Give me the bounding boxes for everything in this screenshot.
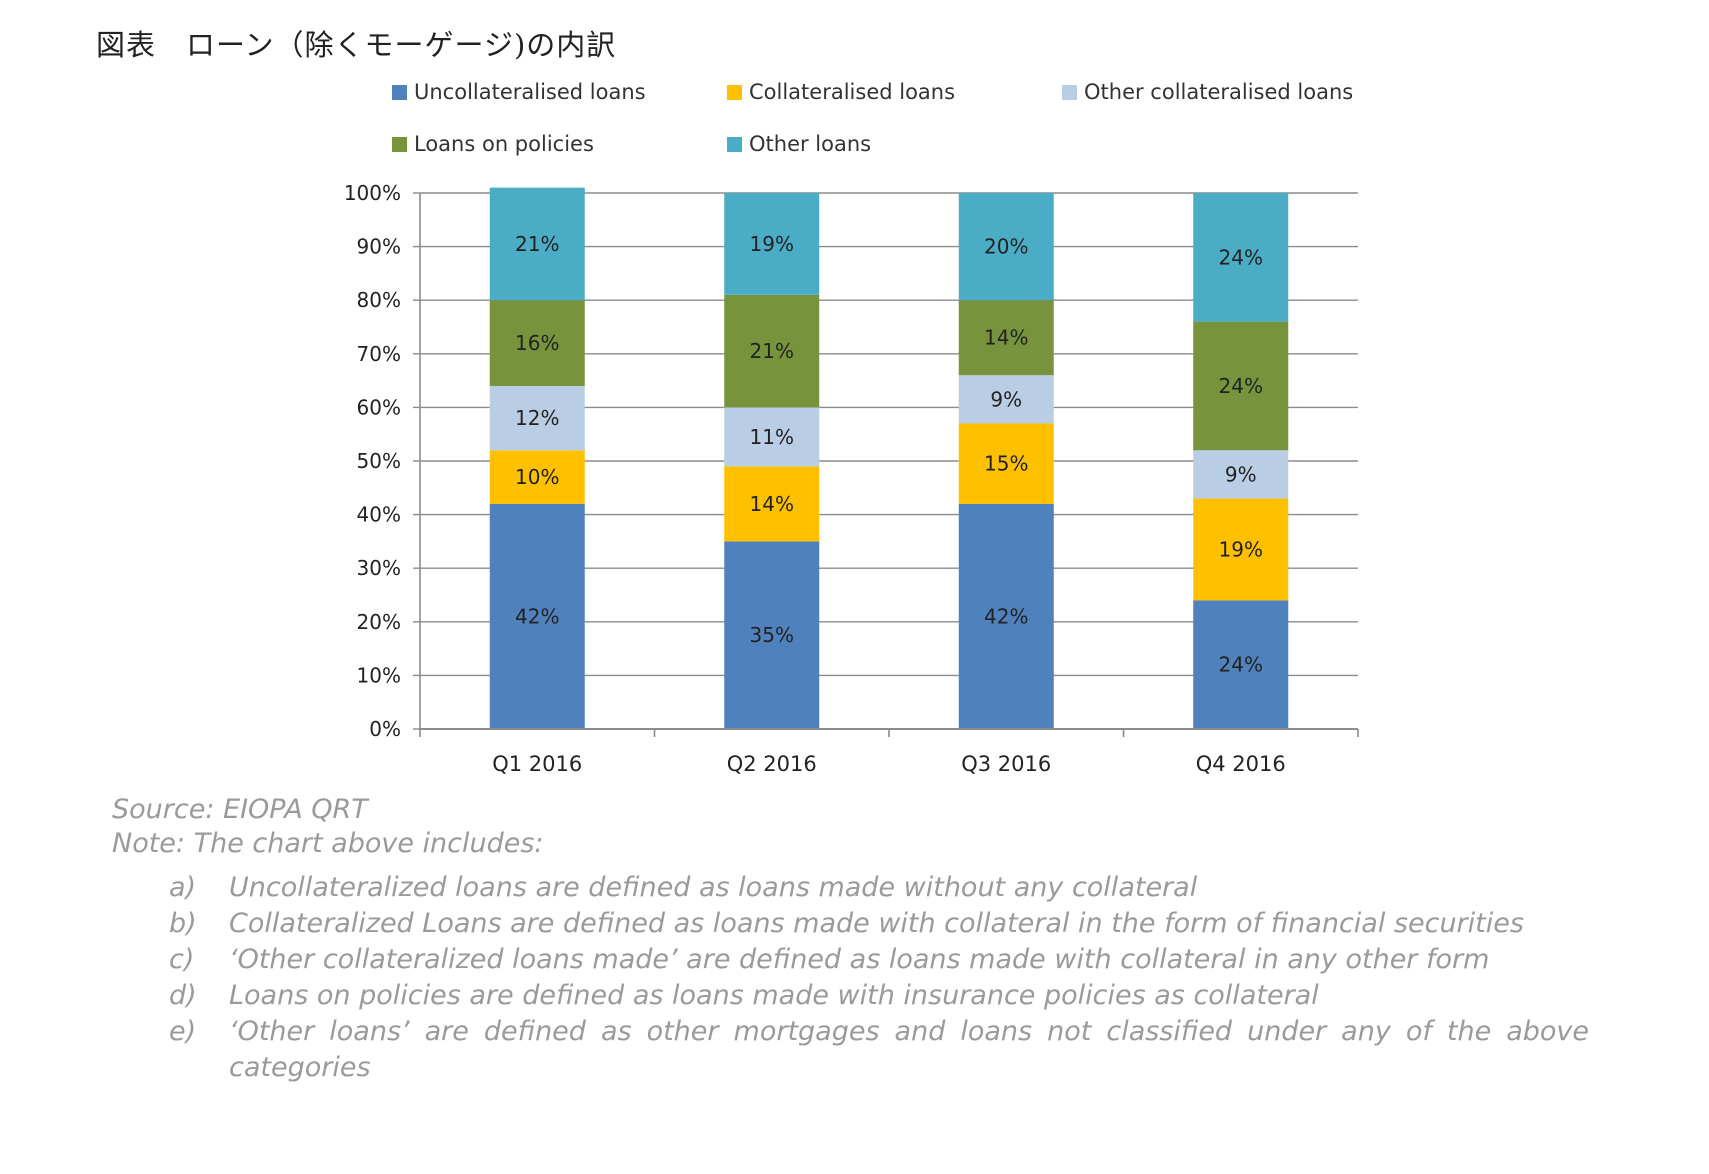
note-item: e) ‘Other loans’ are defined as other mo…	[169, 1014, 1589, 1086]
x-tick-label: Q1 2016	[492, 752, 582, 776]
bar-segment	[489, 450, 585, 504]
bar-segment	[489, 300, 585, 386]
legend-swatch	[392, 84, 407, 100]
y-tick-label: 50%	[357, 449, 401, 473]
bar-segment	[1193, 600, 1289, 729]
note-list: a) Uncollateralized loans are defined as…	[169, 870, 1589, 1086]
bar-segment	[489, 503, 585, 729]
legend-label: Loans on policies	[414, 132, 594, 156]
legend-item-loans-on-policies: Loans on policies	[392, 132, 594, 156]
legend-swatch	[1062, 84, 1077, 100]
note-text: Uncollateralized loans are defined as lo…	[229, 872, 1198, 903]
data-label: 24%	[1219, 653, 1263, 677]
note-heading: Note: The chart above includes:	[112, 828, 544, 859]
y-tick-label: 90%	[357, 235, 401, 259]
legend-label: Uncollateralised loans	[414, 80, 646, 104]
bar-segment	[958, 375, 1054, 424]
note-text: ‘Other loans’ are defined as other mortg…	[229, 1016, 1589, 1083]
data-label: 35%	[750, 623, 794, 647]
legend-item-collateralised: Collateralised loans	[727, 80, 955, 104]
legend-swatch	[727, 136, 742, 152]
legend-item-other-collateralised: Other collateralised loans	[1062, 80, 1353, 104]
y-tick-label: 70%	[357, 342, 401, 366]
legend-label: Collateralised loans	[749, 80, 956, 104]
legend-label: Other loans	[749, 132, 872, 156]
data-label: 16%	[515, 331, 559, 355]
note-item: b) Collateralized Loans are defined as l…	[169, 906, 1589, 942]
bar-segment	[958, 300, 1054, 376]
data-label: 14%	[750, 492, 794, 516]
bar-segment	[489, 187, 585, 301]
note-item: a) Uncollateralized loans are defined as…	[169, 870, 1589, 906]
y-tick-label: 60%	[357, 395, 401, 419]
data-label: 19%	[750, 232, 794, 256]
y-tick-label: 10%	[357, 663, 401, 687]
note-item: c) ‘Other collateralized loans made’ are…	[169, 942, 1589, 978]
figure-title: 図表 ローン（除くモーゲージ)の内訳	[96, 28, 617, 62]
y-tick-label: 40%	[357, 503, 401, 527]
y-tick-label: 80%	[357, 288, 401, 312]
note-letter: c)	[169, 944, 195, 975]
y-tick-label: 20%	[357, 610, 401, 634]
bar-segment	[1193, 450, 1289, 499]
bar-segment	[724, 407, 820, 467]
data-label: 21%	[750, 339, 794, 363]
note-letter: e)	[169, 1016, 197, 1047]
x-tick-label: Q3 2016	[961, 752, 1051, 776]
y-tick-label: 100%	[344, 181, 401, 205]
data-label: 24%	[1219, 374, 1263, 398]
bar-segment	[1193, 193, 1289, 322]
data-label: 12%	[515, 406, 559, 430]
note-text: Loans on policies are defined as loans m…	[229, 980, 1319, 1011]
bar-segment	[724, 466, 820, 542]
note-letter: d)	[169, 980, 197, 1011]
data-label: 20%	[984, 235, 1028, 259]
bar-segment	[1193, 321, 1289, 451]
data-label: 42%	[515, 604, 559, 628]
x-tick-label: Q2 2016	[727, 752, 817, 776]
bar-segment	[958, 423, 1054, 504]
data-label: 14%	[984, 326, 1028, 350]
bar-segment	[489, 385, 585, 451]
data-label: 24%	[1219, 245, 1263, 269]
data-label: 9%	[1225, 462, 1257, 486]
bar-segment	[1193, 498, 1289, 601]
legend-item-uncollateralised: Uncollateralised loans	[392, 80, 646, 104]
note-letter: a)	[169, 872, 197, 903]
legend-item-other-loans: Other loans	[727, 132, 871, 156]
data-label: 19%	[1219, 537, 1263, 561]
note-letter: b)	[169, 908, 197, 939]
legend-swatch	[392, 136, 407, 152]
stacked-bar-chart: 0% 10% 20% 30% 40% 50% 60% 70% 80% 90% 100% 42% 10% 1…	[344, 181, 1359, 776]
bar-segment	[958, 193, 1054, 301]
note-text: ‘Other collateralized loans made’ are de…	[229, 944, 1490, 975]
bar-segment	[724, 294, 820, 408]
bar-segment	[958, 503, 1054, 729]
source-note: Source: EIOPA QRT	[112, 794, 368, 825]
legend-swatch	[727, 84, 742, 100]
legend-label: Other collateralised loans	[1084, 80, 1354, 104]
data-label: 15%	[984, 452, 1028, 476]
y-tick-label: 30%	[357, 556, 401, 580]
data-label: 11%	[750, 425, 794, 449]
y-tick-label: 0%	[369, 717, 401, 741]
data-label: 9%	[990, 387, 1022, 411]
data-label: 21%	[515, 232, 559, 256]
x-tick-label: Q4 2016	[1196, 752, 1286, 776]
bar-segment	[724, 193, 820, 295]
data-label: 10%	[515, 465, 559, 489]
note-item: d) Loans on policies are defined as loan…	[169, 978, 1589, 1014]
bar-segment	[724, 541, 820, 729]
note-text: Collateralized Loans are defined as loan…	[229, 908, 1524, 939]
data-label: 42%	[984, 604, 1028, 628]
